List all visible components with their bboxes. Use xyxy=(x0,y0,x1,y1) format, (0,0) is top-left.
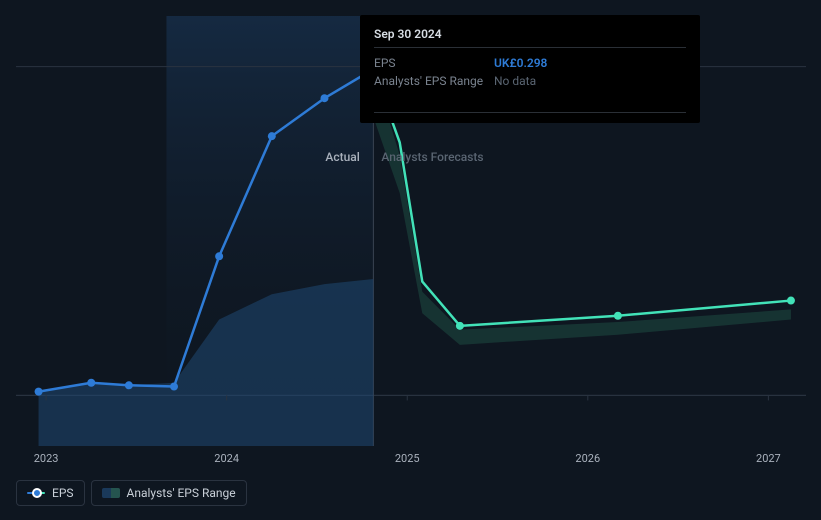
tooltip-row-range: Analysts' EPS Range No data xyxy=(374,72,686,90)
tooltip-row-eps: EPS UK£0.298 xyxy=(374,54,686,72)
x-axis-label: 2025 xyxy=(395,452,420,465)
x-axis-label: 2026 xyxy=(575,452,600,465)
legend: EPS Analysts' EPS Range xyxy=(16,480,247,506)
eps-chart: 2023 2024 2025 2026 2027 Actual Analysts For… xyxy=(0,0,821,520)
x-axis-label: 2024 xyxy=(214,452,239,465)
tooltip-date: Sep 30 2024 xyxy=(374,27,686,48)
legend-label: Analysts' EPS Range xyxy=(127,486,236,500)
tooltip: Sep 30 2024 EPS UK£0.298 Analysts' EPS R… xyxy=(360,15,700,123)
range-area-icon xyxy=(102,488,120,498)
tooltip-value-eps: UK£0.298 xyxy=(494,54,547,72)
legend-label: EPS xyxy=(52,486,74,500)
legend-item-eps[interactable]: EPS xyxy=(16,480,85,506)
legend-item-range[interactable]: Analysts' EPS Range xyxy=(91,480,247,506)
tooltip-value-nodata: No data xyxy=(494,72,536,90)
eps-line-icon xyxy=(27,488,45,498)
x-axis-label: 2023 xyxy=(34,452,59,465)
section-label-forecast: Analysts Forecasts xyxy=(381,150,483,164)
tooltip-key: Analysts' EPS Range xyxy=(374,72,494,90)
tooltip-key: EPS xyxy=(374,54,494,72)
section-label-actual: Actual xyxy=(325,150,359,164)
x-axis-label: 2027 xyxy=(756,452,781,465)
